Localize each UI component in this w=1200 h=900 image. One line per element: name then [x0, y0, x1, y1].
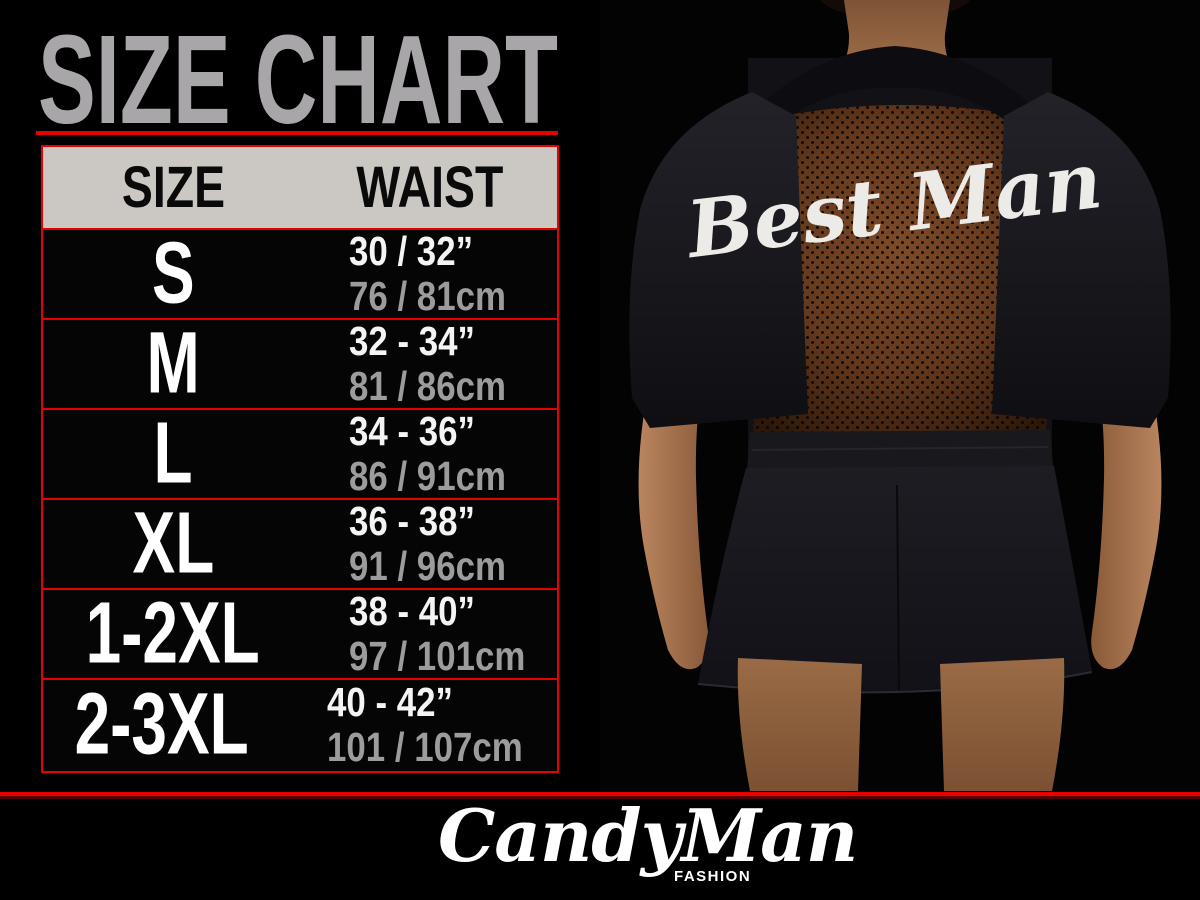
page-title-text: SIZE CHART [38, 24, 558, 142]
size-label: 2-3XL [74, 675, 249, 773]
brand-logo-sub: FASHION [674, 868, 752, 885]
table-header-row: SIZE WAIST [43, 147, 557, 230]
table-row: XL 36 - 38” 91 / 96cm [43, 495, 557, 592]
waist-inches: 38 - 40” [349, 588, 475, 634]
table-row: 2-3XL 40 - 42” 101 / 107cm [43, 675, 557, 773]
waist-inches: 40 - 42” [326, 678, 453, 725]
title-underline [36, 131, 558, 135]
left-arm [638, 370, 709, 670]
left-sleeve [629, 92, 808, 428]
skirt-seam [896, 484, 900, 691]
size-label: 1-2XL [85, 585, 261, 682]
table-row: 1-2XL 38 - 40” 97 / 101cm [43, 585, 557, 682]
column-header-size-label: SIZE [121, 154, 225, 220]
size-label: L [153, 405, 193, 502]
right-sleeve [992, 92, 1171, 428]
size-table: SIZE WAIST S 30 / 32” 76 / 81cm M 32 - 3… [41, 145, 559, 773]
left-leg [737, 658, 862, 791]
mesh-dots [742, 104, 1058, 442]
page-title: SIZE CHART [38, 24, 558, 142]
table-row: M 32 - 34” 81 / 86cm [43, 315, 557, 412]
waist-cm: 81 / 86cm [349, 363, 506, 409]
waist-cm: 101 / 107cm [326, 723, 523, 770]
belt-fold [751, 446, 1049, 451]
waist-inches: 32 - 34” [349, 318, 475, 364]
right-arm [1091, 370, 1162, 670]
bottom-divider-shadow [0, 796, 1200, 799]
product-photo: Best Man [600, 0, 1200, 791]
waist-inches: 30 / 32” [349, 228, 474, 274]
waist-cm: 91 / 96cm [349, 543, 506, 589]
brand-logo: CandyMan [438, 793, 858, 878]
waist-cm: 97 / 101cm [349, 633, 526, 679]
collar [738, 46, 1052, 142]
waist-cm: 76 / 81cm [349, 273, 506, 319]
waist-inches: 34 - 36” [349, 408, 475, 454]
column-header-size: SIZE [43, 154, 303, 220]
column-header-waist-label: WAIST [356, 154, 504, 220]
table-row: L 34 - 36” 86 / 91cm [43, 405, 557, 502]
right-leg [940, 658, 1065, 791]
column-header-waist: WAIST [303, 154, 557, 220]
robe-skirt [698, 466, 1092, 692]
table-row: S 30 / 32” 76 / 81cm [43, 225, 557, 322]
bottom-divider-line [0, 792, 1200, 796]
waist-inches: 36 - 38” [349, 498, 475, 544]
size-label: S [151, 225, 195, 322]
waist-cm: 86 / 91cm [349, 453, 506, 499]
size-label: XL [132, 495, 214, 592]
size-label: M [146, 315, 200, 412]
